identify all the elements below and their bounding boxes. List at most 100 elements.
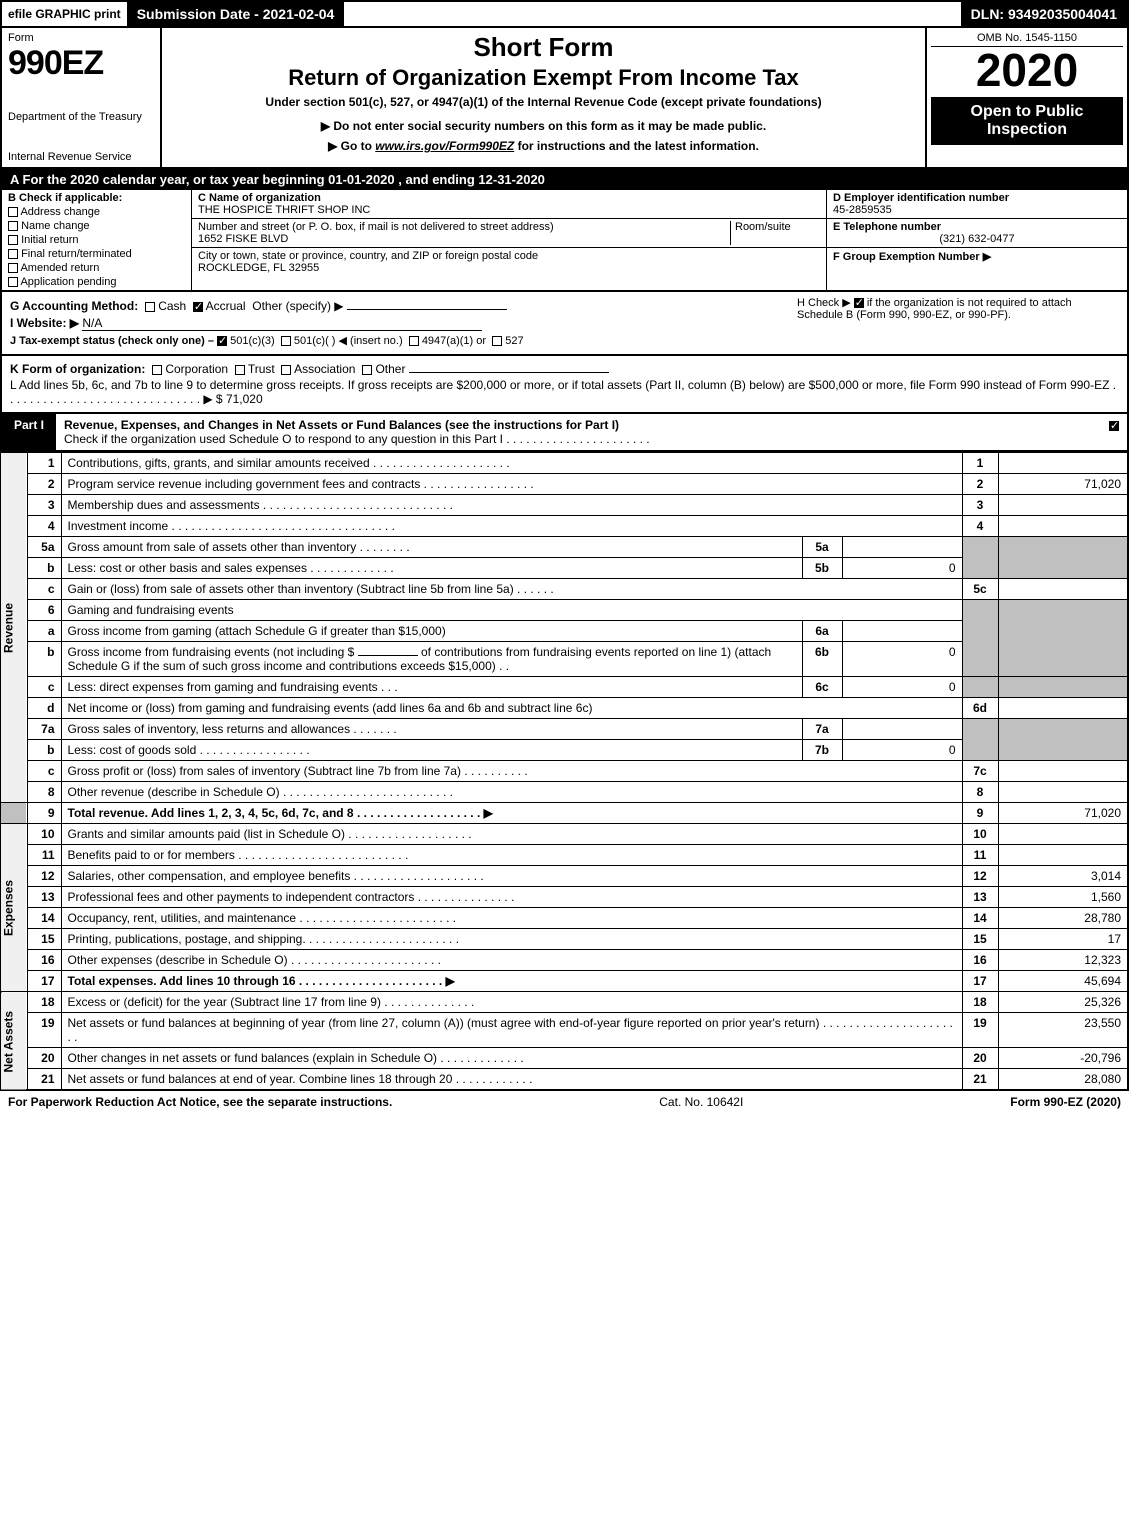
website-value: N/A [82,316,482,331]
footer-left: For Paperwork Reduction Act Notice, see … [8,1095,392,1109]
line-text: Membership dues and assessments . . . . … [61,495,962,516]
line-num: 6 [27,600,61,621]
amended-return[interactable]: Amended return [8,262,185,274]
line-text: Excess or (deficit) for the year (Subtra… [61,992,962,1013]
table-row: 6 Gaming and fundraising events [1,600,1128,621]
line-box: 14 [962,908,998,929]
checkbox-filled-icon[interactable] [217,336,227,346]
line-h: H Check ▶ if the organization is not req… [789,296,1119,350]
j-527: 527 [505,335,523,347]
line-box: 2 [962,474,998,495]
line-box: 4 [962,516,998,537]
goto-post: for instructions and the latest informat… [514,139,759,153]
line-text: Other expenses (describe in Schedule O) … [61,950,962,971]
line-text: Less: direct expenses from gaming and fu… [61,677,802,698]
netassets-side-label: Net Assets [1,992,27,1091]
sub-box: 5a [802,537,842,558]
dept-treasury: Department of the Treasury [8,111,154,123]
efile-label: efile GRAPHIC print [8,7,121,21]
do-not-ssn: ▶ Do not enter social security numbers o… [172,119,915,133]
j-4947: 4947(a)(1) or [422,335,486,347]
checkbox-filled-icon[interactable] [854,298,864,308]
line-amt [998,782,1128,803]
amended-return-label: Amended return [20,262,99,274]
line-j: J Tax-exempt status (check only one) – 5… [10,334,789,347]
identity-block: B Check if applicable: Address change Na… [0,190,1129,292]
table-row: 7a Gross sales of inventory, less return… [1,719,1128,740]
table-row: 3 Membership dues and assessments . . . … [1,495,1128,516]
checkbox-icon[interactable] [235,365,245,375]
line-l: L Add lines 5b, 6c, and 7b to line 9 to … [10,378,1119,406]
shade-cell [962,677,998,698]
part1-schedule-o-check[interactable] [1101,414,1127,450]
addr: 1652 FISKE BLVD [198,233,730,245]
line-box: 13 [962,887,998,908]
k-other-input[interactable] [409,372,609,373]
line-num: d [27,698,61,719]
checkbox-icon[interactable] [362,365,372,375]
line-amt: 45,694 [998,971,1128,992]
line-num: a [27,621,61,642]
checkbox-icon[interactable] [281,336,291,346]
open-to-public: Open to Public Inspection [931,97,1123,145]
table-row: 9 Total revenue. Add lines 1, 2, 3, 4, 5… [1,803,1128,824]
goto-line: ▶ Go to www.irs.gov/Form990EZ for instru… [172,139,915,153]
line-text: Program service revenue including govern… [61,474,962,495]
line-box: 16 [962,950,998,971]
line-num: 1 [27,453,61,474]
k-assoc: Association [294,362,355,376]
line-box: 1 [962,453,998,474]
part1-label: Part I [2,414,56,450]
checkbox-icon[interactable] [152,365,162,375]
line-amt [998,579,1128,600]
line-num: 3 [27,495,61,516]
line-text: Benefits paid to or for members . . . . … [61,845,962,866]
line-num: 18 [27,992,61,1013]
room-label: Room/suite [735,221,820,233]
final-return[interactable]: Final return/terminated [8,248,185,260]
line-amt [998,824,1128,845]
application-pending[interactable]: Application pending [8,276,185,288]
line-amt: 3,014 [998,866,1128,887]
table-row: Net Assets 18 Excess or (deficit) for th… [1,992,1128,1013]
return-title: Return of Organization Exempt From Incom… [172,65,915,91]
dln: DLN: 93492035004041 [961,2,1127,26]
tel-label: E Telephone number [833,221,1121,233]
shade-cell [962,600,998,677]
line-text: Investment income . . . . . . . . . . . … [61,516,962,537]
line-num: 7a [27,719,61,740]
line-box: 8 [962,782,998,803]
table-row: 20 Other changes in net assets or fund b… [1,1048,1128,1069]
ein: 45-2859535 [833,204,1121,216]
table-row: 14 Occupancy, rent, utilities, and maint… [1,908,1128,929]
tel: (321) 632-0477 [833,233,1121,245]
checkbox-filled-icon[interactable] [193,302,203,312]
checkbox-icon[interactable] [492,336,502,346]
line-num: 9 [27,803,61,824]
name-change[interactable]: Name change [8,220,185,232]
addr-change[interactable]: Address change [8,206,185,218]
line-text: Total revenue. Add lines 1, 2, 3, 4, 5c,… [61,803,962,824]
application-pending-label: Application pending [20,276,116,288]
line-amt: 28,780 [998,908,1128,929]
block-b-title: B Check if applicable: [8,192,185,204]
checkbox-icon[interactable] [281,365,291,375]
sub-amt: 0 [842,642,962,677]
initial-return[interactable]: Initial return [8,234,185,246]
l6b-blank[interactable] [358,655,418,656]
efile-print[interactable]: efile GRAPHIC print [2,5,127,23]
line-g: G Accounting Method: Cash Accrual Other … [10,299,789,313]
line-num: c [27,677,61,698]
line-num: 4 [27,516,61,537]
line-num: 2 [27,474,61,495]
checkbox-icon[interactable] [409,336,419,346]
ein-label: D Employer identification number [833,192,1121,204]
line-amt [998,698,1128,719]
checkbox-icon[interactable] [145,302,155,312]
goto-link[interactable]: www.irs.gov/Form990EZ [375,139,514,153]
topbar: efile GRAPHIC print Submission Date - 20… [0,0,1129,28]
sub-box: 7b [802,740,842,761]
line-text: Less: cost of goods sold . . . . . . . .… [61,740,802,761]
line-num: 20 [27,1048,61,1069]
g-other-input[interactable] [347,309,507,310]
